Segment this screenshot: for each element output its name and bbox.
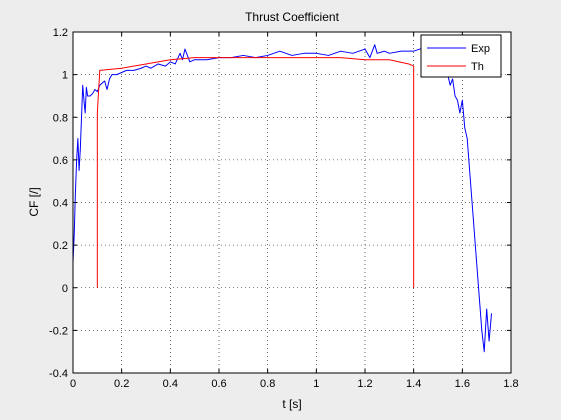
x-tick-label: 1.2	[357, 378, 372, 390]
y-tick-label: 0.2	[53, 240, 68, 252]
x-tick-label: 1.6	[455, 378, 470, 390]
y-tick-label: 0	[62, 283, 68, 295]
legend-label-exp: Exp	[471, 43, 490, 55]
x-tick-label: 0.2	[114, 378, 129, 390]
series-line-th	[96, 57, 415, 288]
legend-label-th: Th	[471, 61, 484, 73]
y-axis-title: CF [/]	[27, 187, 41, 216]
y-tick-label: 0.6	[53, 155, 68, 167]
legend: Exp Th	[420, 34, 502, 78]
series-layer	[72, 44, 493, 353]
x-tick-label: 1	[313, 378, 319, 390]
x-tick-label: 0.4	[163, 378, 178, 390]
y-tick-label: -0.2	[49, 325, 68, 337]
x-axis-title: t [s]	[282, 397, 301, 411]
y-tick-label: 0.4	[53, 198, 68, 210]
y-tick-label: 1.2	[53, 27, 68, 39]
x-tick-label: 0.6	[211, 378, 226, 390]
x-tick-label: 1.4	[406, 378, 421, 390]
chart-title: Thrust Coefficient	[245, 10, 339, 24]
y-tick-label: -0.4	[49, 368, 68, 380]
y-tick-label: 0.8	[53, 112, 68, 124]
x-tick-label: 0	[70, 378, 76, 390]
x-tick-label: 1.8	[503, 378, 518, 390]
x-tick-label: 0.8	[260, 378, 275, 390]
legend-box	[420, 34, 502, 78]
y-tick-label: 1	[62, 70, 68, 82]
tick-layer: 0 0.2 0.4 0.6 0.8 1 1.2 1.4 1.6 1.8 -0.4 -0.2 0 0.2 0.…	[49, 27, 519, 390]
